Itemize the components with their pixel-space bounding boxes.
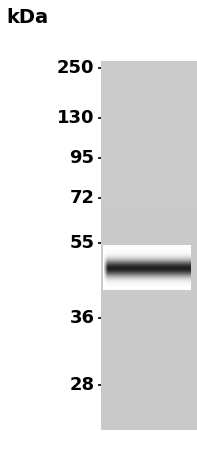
Text: 36: 36: [70, 309, 95, 327]
Text: 72: 72: [70, 189, 95, 207]
Text: 250: 250: [57, 59, 95, 77]
Text: kDa: kDa: [6, 8, 48, 27]
Text: 28: 28: [69, 376, 95, 394]
Text: 55: 55: [70, 234, 95, 252]
Text: 95: 95: [70, 149, 95, 167]
Text: 130: 130: [57, 109, 95, 127]
